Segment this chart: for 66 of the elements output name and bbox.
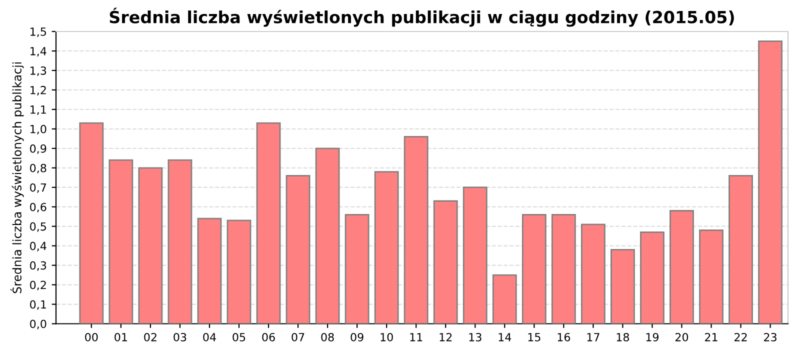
x-tick-label: 22: [734, 332, 747, 342]
y-tick-label: 0,6: [30, 202, 46, 212]
y-tick-label: 1,0: [30, 124, 46, 134]
x-tick-label: 23: [764, 332, 776, 342]
bar: [138, 167, 163, 324]
x-tick-label: 20: [675, 332, 688, 342]
bar: [551, 214, 576, 324]
x-tick-label: 08: [321, 332, 334, 342]
bar: [226, 220, 252, 324]
x-tick-label: 17: [587, 333, 600, 342]
x-tick-label: 05: [232, 332, 246, 342]
y-tick-label: 0,1: [30, 300, 46, 310]
bar: [79, 122, 104, 324]
bar: [640, 231, 664, 324]
y-tick-label: 0,3: [30, 261, 46, 271]
y-tick-label: 1,5: [30, 28, 46, 38]
bar: [728, 174, 753, 324]
bar: [758, 40, 782, 324]
bar: [699, 230, 724, 324]
bar: [580, 224, 606, 324]
chart-title: Średnia liczba wyświetlonych publikacji w ciągu godziny (2015.05): [110, 8, 734, 27]
x-tick-label: 06: [262, 332, 275, 342]
x-tick-label: 04: [203, 332, 216, 342]
y-tick-label: 1,3: [30, 66, 46, 76]
x-tick-label: 15: [528, 333, 540, 342]
x-tick-label: 10: [380, 332, 393, 342]
x-tick-label: 01: [114, 332, 127, 342]
y-tick-label: 0,9: [30, 144, 46, 154]
y-tick-label: 0,0: [30, 320, 46, 330]
bar: [670, 210, 694, 324]
bar: [610, 249, 635, 324]
x-tick-label: 14: [498, 333, 512, 342]
bar: [108, 159, 134, 324]
x-tick-label: 02: [144, 332, 156, 342]
x-tick-label: 07: [292, 332, 304, 342]
x-tick-label: 21: [705, 332, 718, 342]
bar: [256, 122, 281, 324]
y-tick-label: 0,2: [30, 280, 46, 290]
x-tick-label: 03: [174, 332, 186, 342]
bar: [522, 214, 546, 324]
x-tick-label: 18: [616, 332, 630, 342]
y-tick-label: 0,4: [30, 242, 46, 252]
bar: [168, 159, 192, 324]
x-tick-label: 12: [440, 332, 452, 342]
bar: [286, 174, 310, 324]
bar: [315, 148, 340, 324]
x-tick-label: 09: [350, 332, 364, 342]
y-tick-label: 1,4: [30, 47, 46, 56]
bar: [492, 274, 517, 324]
bar: [433, 200, 458, 324]
bar: [374, 171, 399, 324]
y-tick-label: 0,7: [30, 183, 46, 193]
y-axis-title: Średnia liczba wyświetlonych publikacji: [10, 62, 24, 294]
bar: [344, 214, 370, 324]
y-tick-label: 0,8: [30, 164, 46, 174]
x-tick-label: 16: [558, 332, 570, 342]
y-tick-label: 0,5: [30, 222, 46, 232]
bar: [462, 186, 488, 324]
y-tick-label: 1,1: [30, 106, 46, 115]
bar: [197, 218, 222, 324]
x-tick-label: 19: [646, 332, 659, 342]
x-tick-label: 00: [85, 332, 98, 342]
x-tick-label: 13: [469, 332, 482, 342]
x-tick-label: 11: [410, 333, 422, 342]
bar: [404, 136, 428, 324]
y-tick-label: 1,2: [30, 86, 46, 96]
